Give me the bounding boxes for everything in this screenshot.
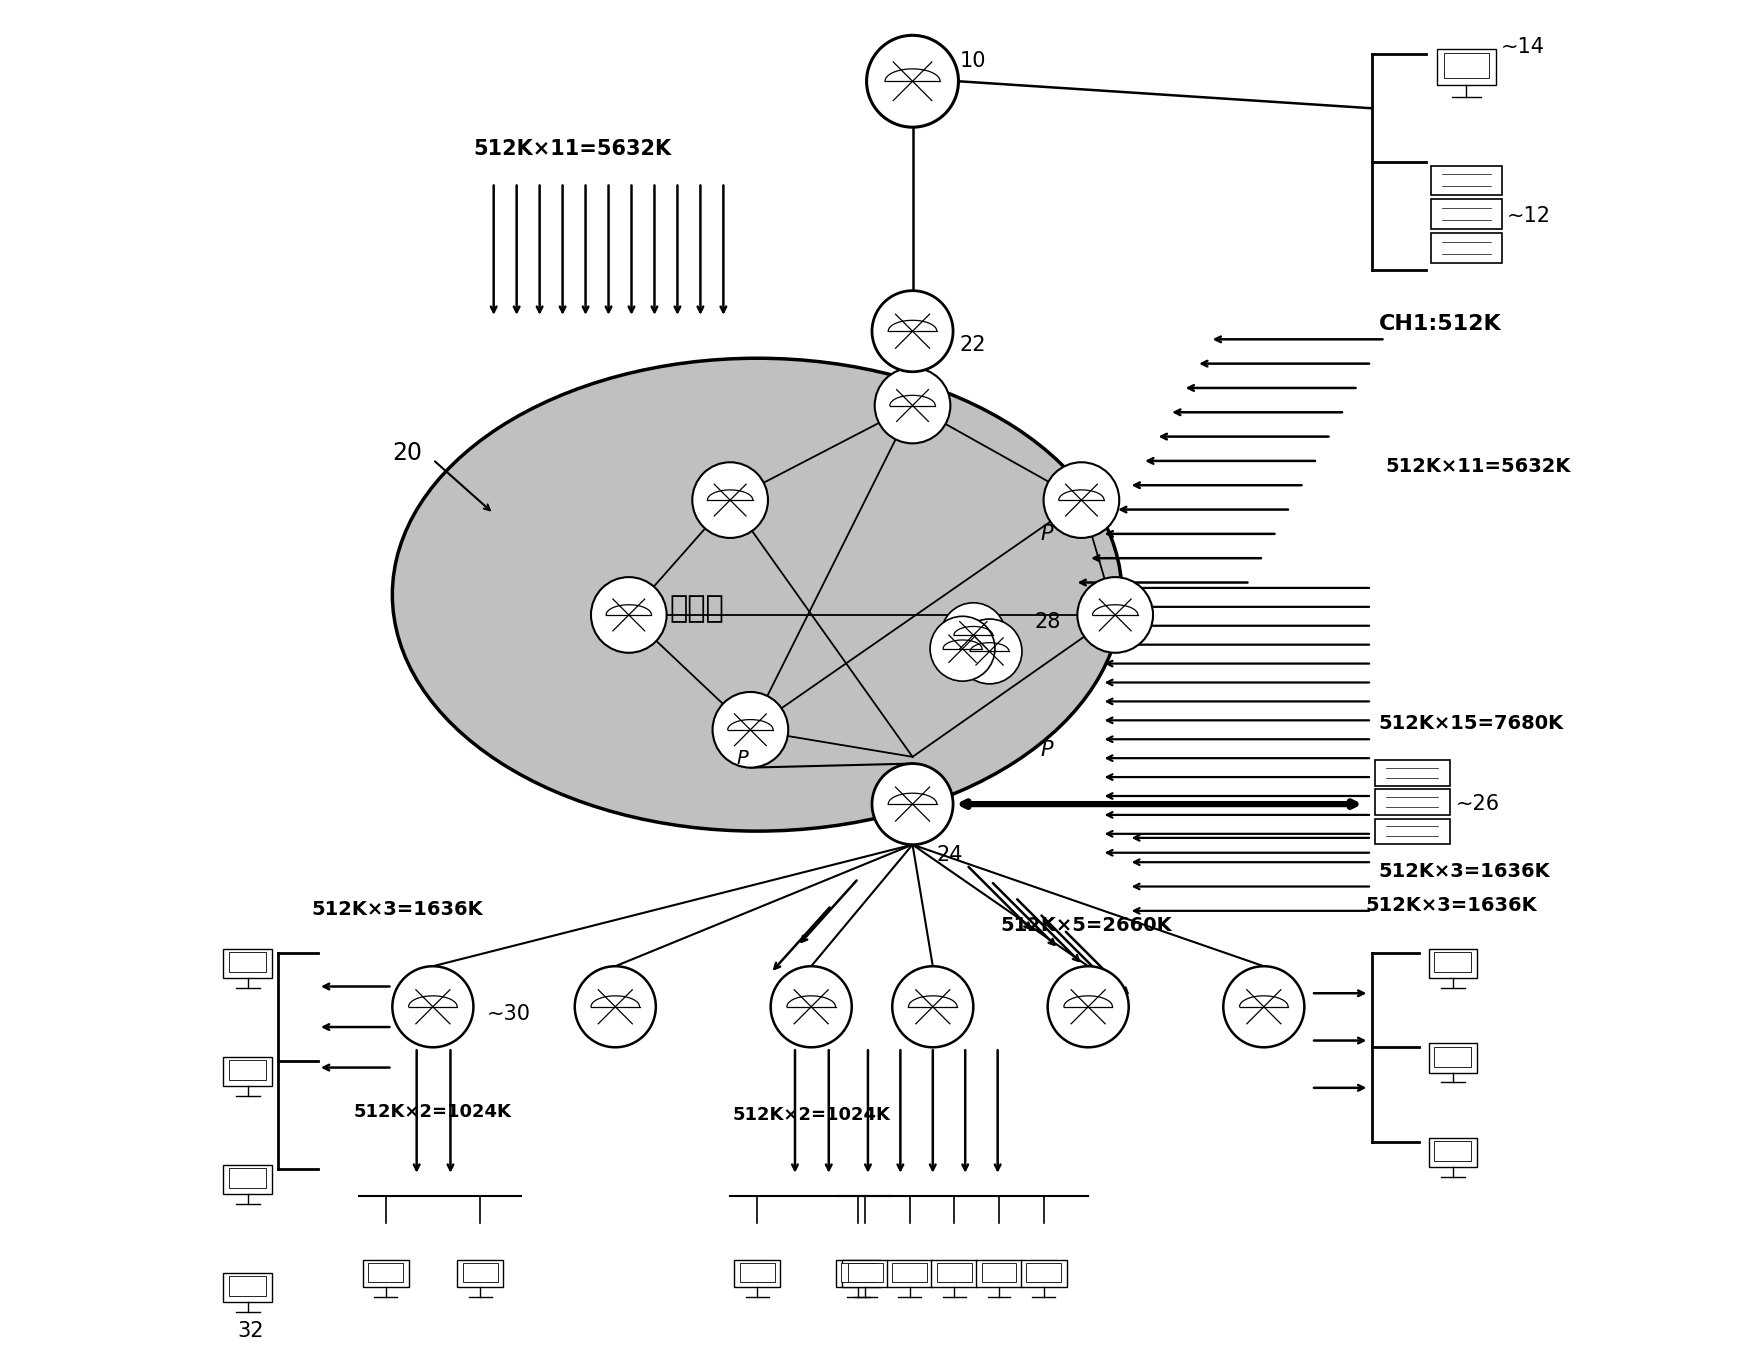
Text: 主干网: 主干网 <box>670 594 724 622</box>
Bar <box>223 949 272 977</box>
Bar <box>977 1260 1022 1287</box>
Bar <box>841 1263 875 1282</box>
Ellipse shape <box>392 358 1121 831</box>
Text: 28: 28 <box>1034 612 1060 632</box>
Bar <box>1428 1043 1477 1073</box>
Bar <box>848 1263 882 1282</box>
Bar <box>1432 199 1502 229</box>
Bar <box>368 1263 403 1282</box>
Bar <box>1025 1263 1060 1282</box>
Text: 32: 32 <box>237 1321 263 1340</box>
Circle shape <box>893 966 973 1047</box>
Bar <box>1020 1260 1067 1287</box>
Text: 22: 22 <box>959 334 987 355</box>
Circle shape <box>1078 577 1153 652</box>
Text: ~26: ~26 <box>1456 794 1500 814</box>
Bar <box>228 1276 267 1297</box>
Text: 512K×11=5632K: 512K×11=5632K <box>473 139 671 158</box>
Circle shape <box>692 463 767 538</box>
Bar <box>228 951 267 972</box>
Bar <box>739 1263 774 1282</box>
Bar <box>1432 233 1502 263</box>
Bar <box>1435 951 1472 972</box>
Text: 512K×11=5632K: 512K×11=5632K <box>1385 457 1571 476</box>
Bar <box>842 1260 888 1287</box>
Circle shape <box>392 966 473 1047</box>
Bar <box>457 1260 504 1287</box>
Bar <box>982 1263 1017 1282</box>
Bar <box>228 1061 267 1080</box>
Circle shape <box>771 966 851 1047</box>
Text: 512K×2=1024K: 512K×2=1024K <box>354 1103 511 1121</box>
Circle shape <box>942 603 1006 667</box>
Circle shape <box>1043 463 1120 538</box>
Bar <box>888 1260 933 1287</box>
Bar <box>1376 789 1449 815</box>
Bar <box>223 1274 272 1302</box>
Circle shape <box>1223 966 1305 1047</box>
Text: 512K×3=1636K: 512K×3=1636K <box>1380 863 1550 882</box>
Bar <box>734 1260 780 1287</box>
Text: ~14: ~14 <box>1500 37 1543 57</box>
Circle shape <box>713 692 788 767</box>
Circle shape <box>872 763 952 845</box>
Bar <box>1437 49 1496 85</box>
Bar <box>223 1164 272 1194</box>
Circle shape <box>1048 966 1128 1047</box>
Bar <box>1428 1138 1477 1167</box>
Text: ~30: ~30 <box>487 1003 530 1024</box>
Text: 24: 24 <box>937 845 963 865</box>
Bar <box>223 1057 272 1087</box>
Bar <box>1444 53 1489 78</box>
Bar <box>931 1260 977 1287</box>
Bar <box>835 1260 881 1287</box>
Text: CH1:512K: CH1:512K <box>1380 314 1502 334</box>
Text: 512K×3=1636K: 512K×3=1636K <box>310 900 483 919</box>
Bar <box>1376 819 1449 845</box>
Text: 10: 10 <box>959 51 987 71</box>
Bar <box>462 1263 497 1282</box>
Bar <box>1435 1141 1472 1162</box>
Circle shape <box>576 966 656 1047</box>
Text: 512K×15=7680K: 512K×15=7680K <box>1380 714 1564 733</box>
Bar <box>1376 760 1449 786</box>
Circle shape <box>957 618 1022 684</box>
Bar <box>1435 1047 1472 1067</box>
Bar <box>1428 949 1477 977</box>
Bar <box>363 1260 408 1287</box>
Text: 512K×5=2660K: 512K×5=2660K <box>1001 916 1172 935</box>
Text: 20: 20 <box>392 441 422 465</box>
Bar <box>893 1263 928 1282</box>
Text: P: P <box>738 748 748 767</box>
Circle shape <box>872 291 952 371</box>
Bar <box>937 1263 971 1282</box>
Circle shape <box>867 35 959 127</box>
Text: P: P <box>1041 524 1053 543</box>
Bar <box>1432 165 1502 195</box>
Text: ~12: ~12 <box>1507 206 1550 227</box>
Circle shape <box>930 616 994 681</box>
Circle shape <box>875 367 950 444</box>
Text: 512K×3=1636K: 512K×3=1636K <box>1366 895 1536 915</box>
Text: 512K×2=1024K: 512K×2=1024K <box>732 1106 889 1123</box>
Text: P: P <box>1041 740 1053 760</box>
Circle shape <box>591 577 666 652</box>
Bar <box>228 1168 267 1189</box>
